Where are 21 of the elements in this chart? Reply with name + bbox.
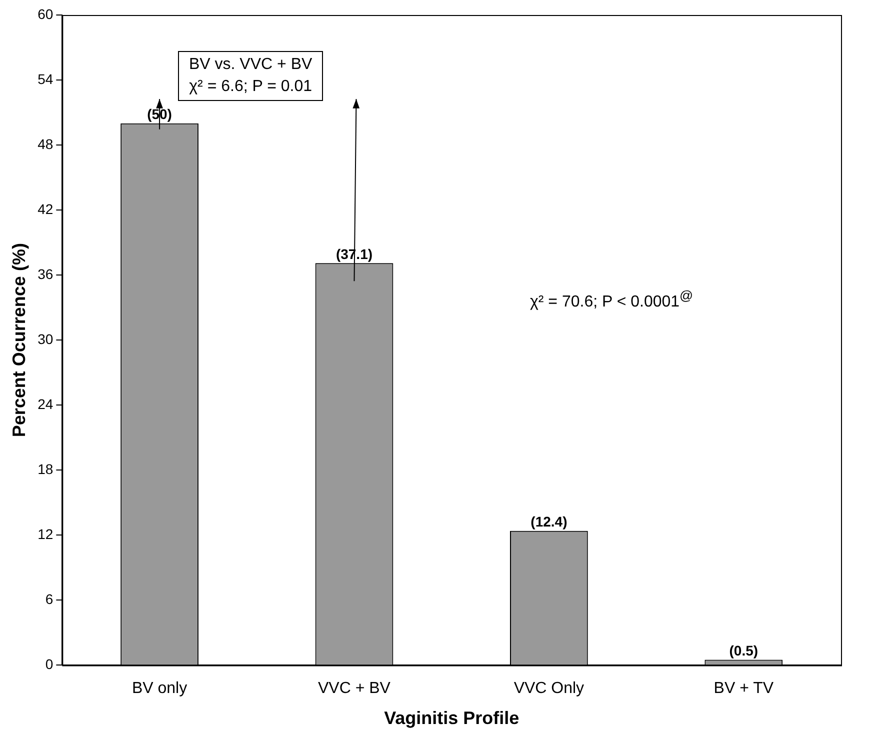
y-tick-label: 48 bbox=[38, 136, 54, 152]
annotation: χ² = 70.6; P < 0.0001$^{@}$ bbox=[530, 287, 694, 312]
x-tick-label: BV only bbox=[132, 680, 188, 698]
y-tick-label: 6 bbox=[45, 591, 54, 608]
annotation: BV vs. VVC + BV χ² = 6.6; P = 0.01 bbox=[178, 51, 324, 101]
x-tick-label: VVC + BV bbox=[318, 680, 391, 698]
data-label: (12.4) bbox=[530, 514, 568, 530]
y-tick-label: 36 bbox=[38, 266, 54, 282]
y-tick-label: 60 bbox=[38, 6, 54, 22]
y-tick-label: 18 bbox=[38, 461, 54, 477]
y-tick-label: 30 bbox=[38, 330, 54, 347]
x-tick-label: BV + TV bbox=[714, 680, 774, 698]
x-axis-title: Vaginitis Profile bbox=[384, 708, 520, 728]
y-axis-title: Percent Ocurrence (%) bbox=[8, 243, 29, 438]
y-tick-label: 54 bbox=[38, 70, 54, 87]
data-label: (0.5) bbox=[729, 642, 758, 659]
y-tick-label: 0 bbox=[45, 656, 54, 672]
y-tick-label: 24 bbox=[38, 396, 54, 412]
x-tick-label: VVC Only bbox=[514, 680, 584, 698]
y-tick-label: 12 bbox=[38, 526, 54, 542]
y-tick-label: 42 bbox=[38, 200, 54, 217]
